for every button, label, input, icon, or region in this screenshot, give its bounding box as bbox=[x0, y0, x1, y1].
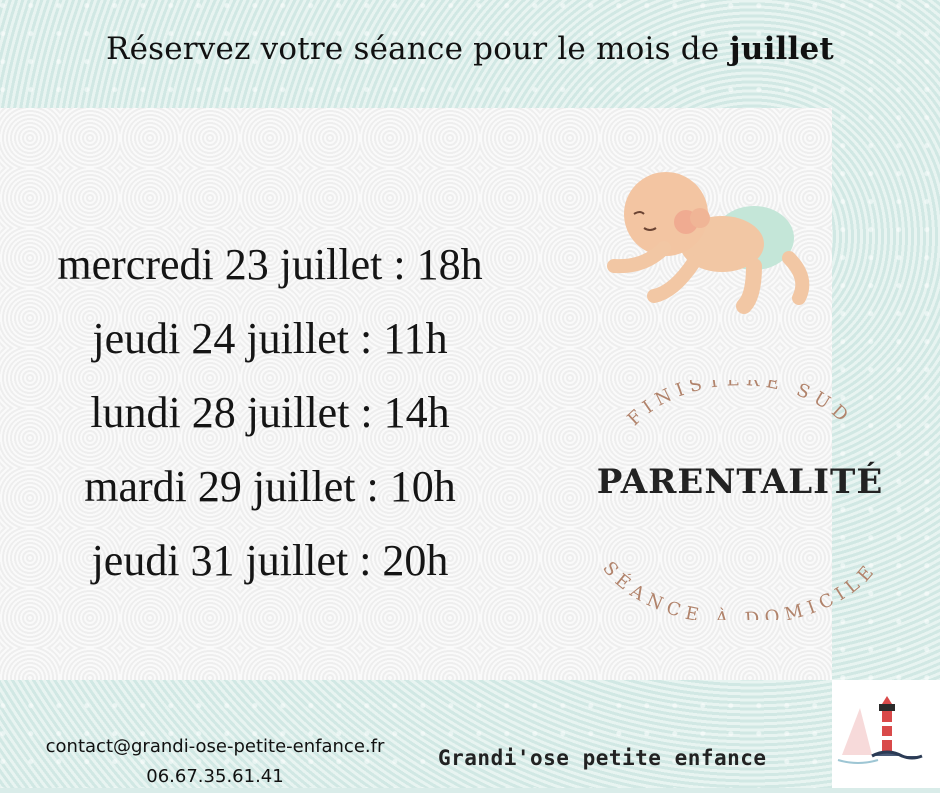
contact-block: contact@grandi-ose-petite-enfance.fr 06.… bbox=[14, 732, 416, 792]
parentalite-emblem: FINISTÈRE SUD SÉANCE À DOMICILE PARENTAL… bbox=[560, 380, 920, 620]
emblem-title: PARENTALITÉ bbox=[596, 462, 884, 502]
header-banner: Réservez votre séance pour le mois de ju… bbox=[0, 0, 940, 108]
header-prefix: Réservez votre séance pour le mois de bbox=[106, 31, 730, 67]
date-item: jeudi 31 juillet : 20h bbox=[91, 536, 449, 585]
brand-name: Grandi'ose petite enfance bbox=[438, 746, 767, 770]
contact-email[interactable]: contact@grandi-ose-petite-enfance.fr bbox=[45, 736, 385, 757]
arc-bottom-text: SÉANCE À DOMICILE bbox=[598, 558, 881, 620]
contact-phone[interactable]: 06.67.35.61.41 bbox=[146, 766, 284, 787]
arc-text-svg: FINISTÈRE SUD SÉANCE À DOMICILE bbox=[598, 380, 881, 620]
arc-top-text: FINISTÈRE SUD bbox=[624, 380, 857, 430]
date-item: mercredi 23 juillet : 18h bbox=[57, 240, 483, 289]
brand-logo bbox=[832, 680, 940, 788]
crawling-baby-icon bbox=[607, 172, 810, 314]
date-item: mardi 29 juillet : 10h bbox=[84, 462, 456, 511]
lighthouse-icon bbox=[837, 696, 923, 764]
header-title: Réservez votre séance pour le mois de ju… bbox=[106, 31, 834, 67]
header-bold-word: juillet bbox=[729, 31, 834, 67]
date-item: lundi 28 juillet : 14h bbox=[90, 388, 450, 437]
date-item: jeudi 24 juillet : 11h bbox=[92, 314, 448, 363]
dates-list: mercredi 23 juillet : 18h jeudi 24 juill… bbox=[0, 228, 540, 598]
